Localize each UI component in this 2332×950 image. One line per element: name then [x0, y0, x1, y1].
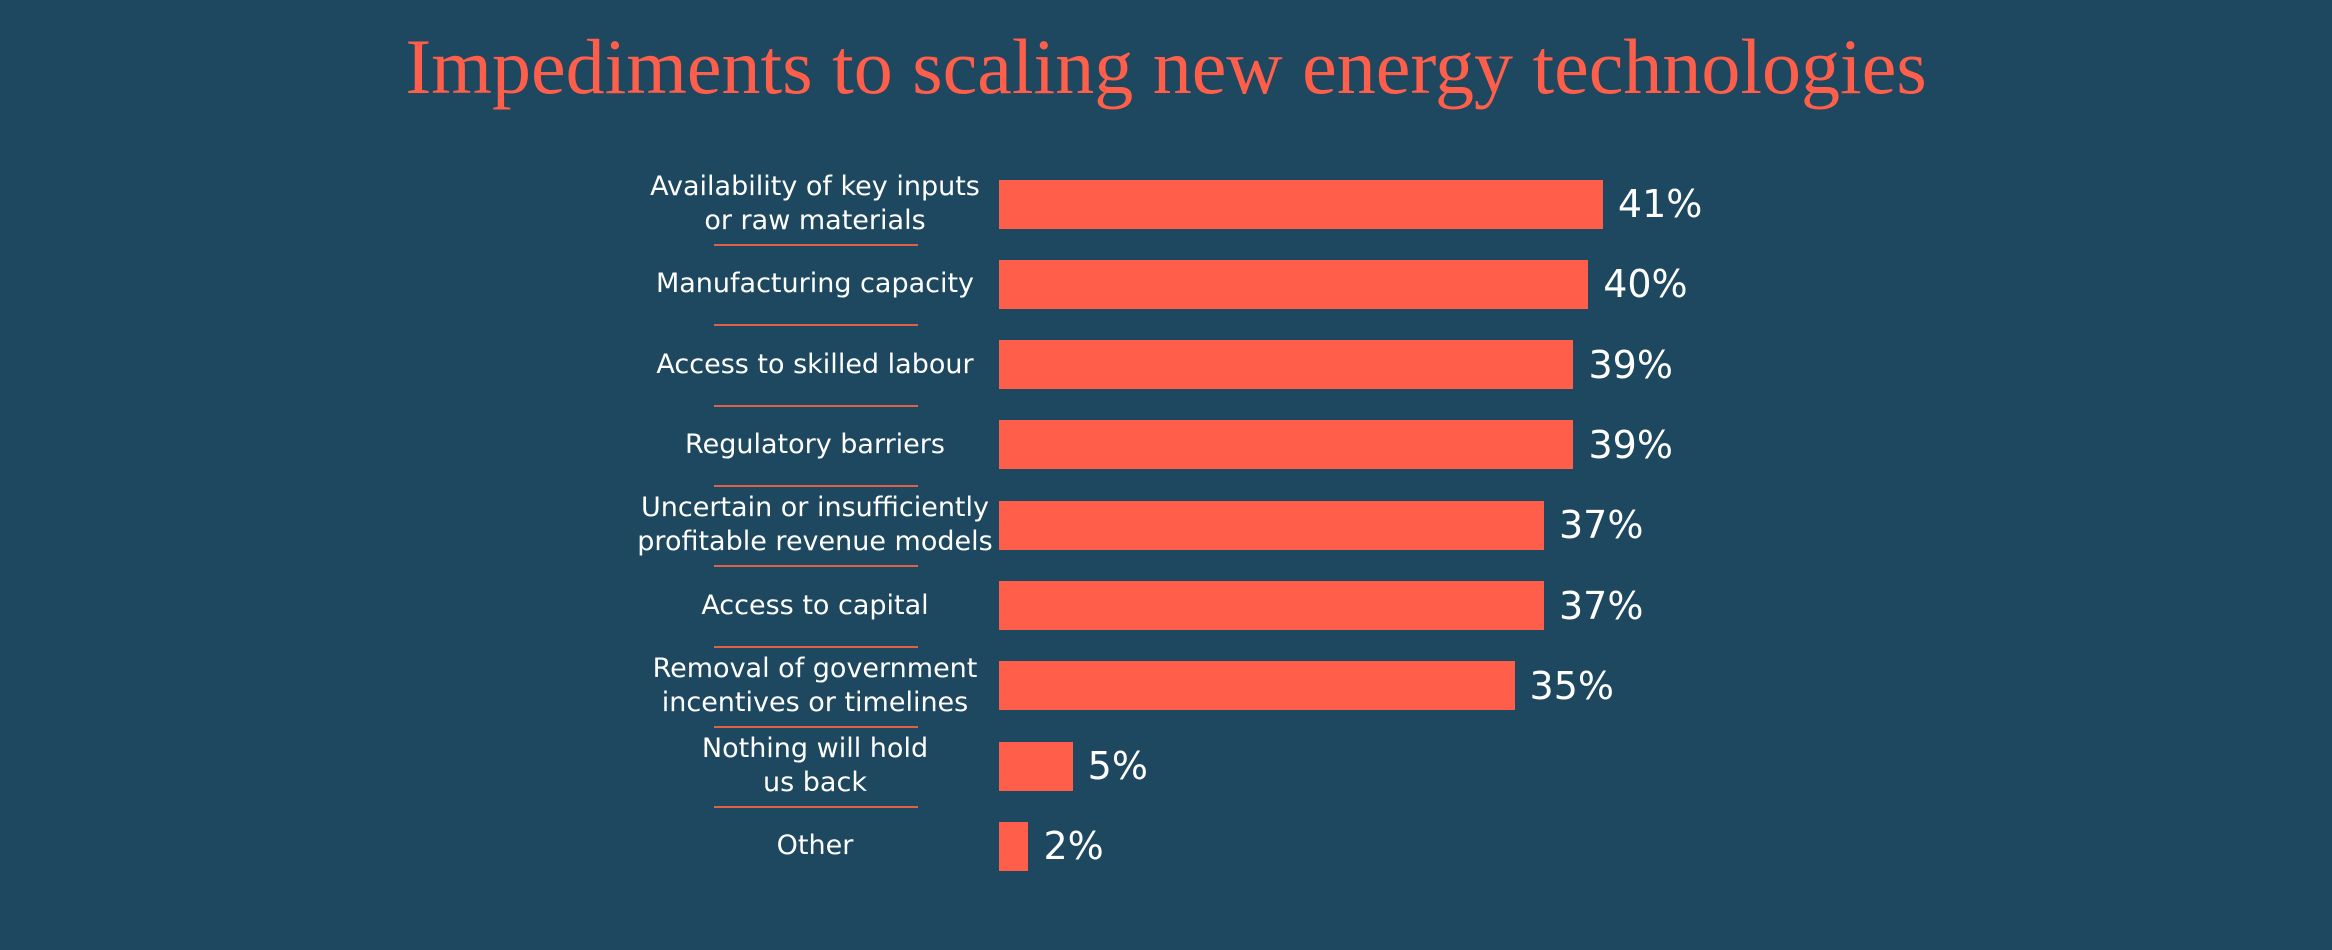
- value-label: 5%: [1087, 744, 1148, 789]
- category-label: Removal of government incentives or time…: [652, 652, 978, 718]
- bar: [999, 741, 1073, 791]
- bar: [999, 821, 1029, 871]
- category-label: Availability of key inputs or raw materi…: [650, 171, 980, 236]
- bar: [999, 581, 1544, 630]
- separator: [714, 645, 918, 648]
- category-label: Nothing will hold us back: [701, 733, 929, 799]
- category-label: Manufacturing capacity: [655, 268, 975, 300]
- separator: [714, 485, 918, 488]
- separator: [714, 244, 918, 247]
- value-label: 41%: [1617, 182, 1703, 226]
- category-label: Other: [776, 830, 854, 862]
- separator: [714, 565, 918, 568]
- bar: [999, 500, 1544, 550]
- category-label: Access to capital: [701, 589, 929, 621]
- separator: [714, 806, 918, 809]
- value-label: 40%: [1603, 262, 1688, 307]
- bar: [999, 661, 1515, 711]
- value-label: 39%: [1588, 342, 1673, 387]
- value-label: 39%: [1588, 422, 1673, 467]
- chart-title: Impediments to scaling new energy techno…: [405, 23, 1927, 110]
- bar: [999, 340, 1574, 390]
- bar: [999, 259, 1589, 309]
- category-label: Uncertain or insufficiently profitable r…: [637, 492, 993, 558]
- value-label: 37%: [1559, 583, 1644, 628]
- separator: [714, 404, 918, 407]
- category-label: Regulatory barriers: [685, 428, 945, 460]
- separator: [714, 725, 918, 728]
- value-label: 35%: [1529, 663, 1615, 708]
- bar: [999, 420, 1574, 470]
- bar: [999, 179, 1603, 229]
- value-label: 2%: [1043, 824, 1104, 869]
- category-label: Access to skilled labour: [656, 348, 974, 380]
- separator: [714, 324, 918, 327]
- value-label: 37%: [1559, 503, 1644, 548]
